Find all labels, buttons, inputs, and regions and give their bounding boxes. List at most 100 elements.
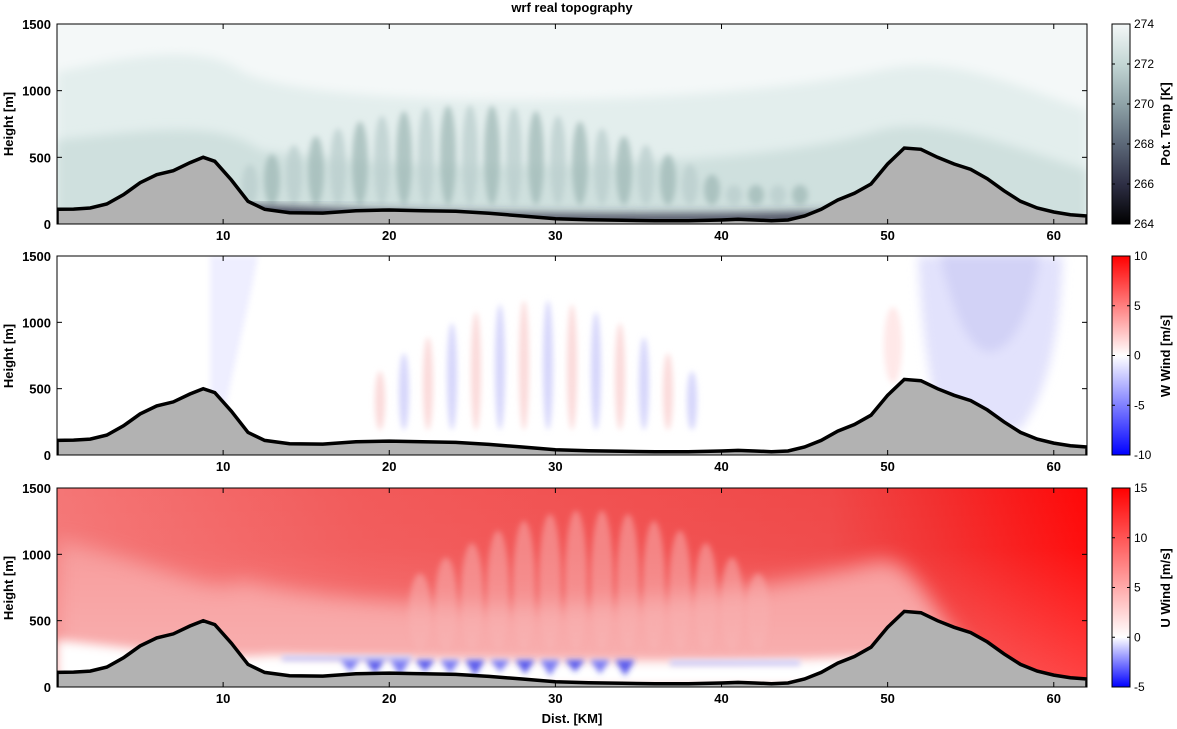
x-tick-label: 20 [382,459,396,474]
colorbar-tick-label: 268 [1134,137,1154,151]
w-cell [543,300,553,430]
colorbar-tick-label: 15 [1134,481,1148,495]
colorbar-tick-label: -5 [1134,398,1145,412]
y-tick-label: 1000 [22,547,51,562]
plot-frame [56,23,1088,225]
theta-cell [286,145,302,205]
x-tick-label: 30 [548,228,562,243]
colorbar-ticks: 264 266 268 270 272 274 [1112,17,1154,231]
theta-cell [330,128,346,205]
terrain [57,609,1087,687]
w-cell [687,371,697,430]
colorbar-tick-label: 5 [1134,581,1141,595]
theta-cell [660,154,676,205]
colorbar-label: Pot. Temp [K] [1158,82,1173,166]
w-gravity-wave-cells [375,300,697,431]
theta-cell [484,105,500,205]
y-tick-label: 0 [44,680,51,695]
y-tick-label: 500 [29,614,51,629]
terrain [57,146,1087,224]
x-tick-label: 60 [1047,691,1061,706]
x-tick-label: 50 [880,691,894,706]
plot-frame [56,487,1088,688]
colorbar-tick-label: 266 [1134,177,1154,191]
y-tick-label: 1500 [22,17,51,32]
x-tick-label: 30 [548,459,562,474]
colorbar-tick-label: -10 [1134,448,1152,462]
x-tick-label: 40 [714,691,728,706]
x-tick-label: 40 [714,228,728,243]
theta-cell [550,115,566,205]
y-tick-label: 500 [29,382,51,397]
colorbar-tick-label: 0 [1134,349,1141,363]
theta-cell [594,128,610,205]
theta-cell [704,174,720,205]
colorbar-tick-label: -5 [1134,680,1145,694]
colorbar-tick-label: 272 [1134,57,1154,71]
y-tick-label: 500 [29,150,51,165]
y-tick-label: 0 [44,217,51,232]
x-tick-label: 10 [216,228,230,243]
colorbar-tick-label: 270 [1134,97,1154,111]
theta-cell [308,136,324,205]
theta-cell [726,185,742,205]
theta-cell [242,164,258,205]
w-cell [567,304,577,430]
y-tick-label: 0 [44,448,51,463]
w-cell [447,323,457,430]
x-tick-label: 50 [880,228,894,243]
colorbar [1111,23,1131,225]
w-cell [615,323,625,430]
w-cell [663,353,673,430]
theta-cell [638,145,654,205]
x-tick-label: 50 [880,459,894,474]
theta-cell [374,115,390,205]
theta-cell [528,111,544,205]
x-tick-label: 10 [216,691,230,706]
colorbar-tick-label: 10 [1134,249,1148,263]
theta-cell [396,111,412,205]
x-axis-label: Dist. [KM] [542,711,603,726]
w-cell [519,300,529,430]
axes: 10 20 30 40 50 60 0 500 1000 1500 [22,17,1087,243]
w-cell [591,312,601,431]
w-cell [495,304,505,430]
colorbar-tick-label: 274 [1134,17,1154,31]
chart-title: wrf real topography [510,0,633,15]
colorbar-label: W Wind [m/s] [1158,315,1173,397]
y-tick-label: 1000 [22,84,51,99]
w-cell [471,312,481,431]
axes: 10 20 30 40 50 60 0 500 1000 1500 [22,481,1087,706]
theta-field [57,24,1087,224]
theta-cell [572,121,588,205]
y-axis-label: Height [m] [1,556,16,620]
theta-cell [440,105,456,205]
colorbar-tick-label: 0 [1134,630,1141,644]
theta-cell [792,185,808,205]
theta-cell [748,185,764,205]
theta-cell [770,185,786,205]
x-tick-label: 30 [548,691,562,706]
w-cell [423,337,433,430]
y-axis-label: Height [m] [1,324,16,388]
theta-gravity-wave-cells [242,105,808,205]
colorbar-ticks: -10 -5 0 5 10 [1112,249,1152,462]
theta-cell [264,154,280,205]
colorbar-tick-label: 10 [1134,531,1148,545]
theta-cell [462,105,478,205]
plot-frame [56,255,1088,456]
x-tick-label: 40 [714,459,728,474]
w-cell [399,353,409,430]
theta-cell [616,136,632,205]
x-tick-label: 20 [382,691,396,706]
theta-cell [418,107,434,205]
y-tick-label: 1500 [22,481,51,496]
w-cell [375,371,385,430]
x-tick-label: 60 [1047,459,1061,474]
theta-cell [682,164,698,205]
colorbar-tick-label: 5 [1134,299,1141,313]
